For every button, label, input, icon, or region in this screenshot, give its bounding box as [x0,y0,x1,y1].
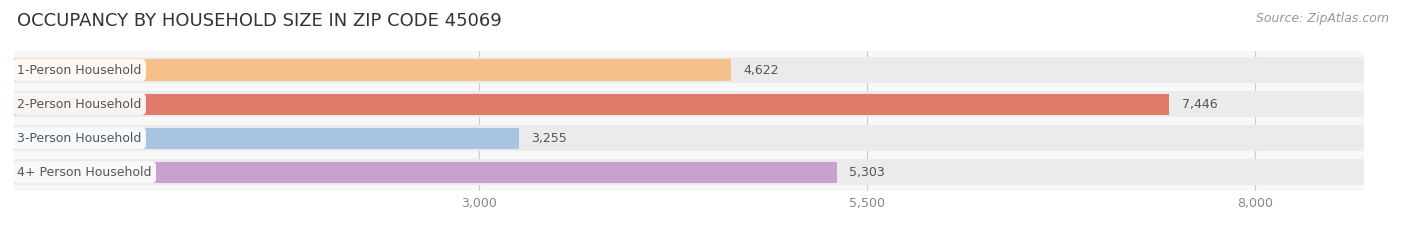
Text: 1-Person Household: 1-Person Household [17,64,142,76]
Bar [14,59,731,81]
Text: 4+ Person Household: 4+ Person Household [17,166,152,179]
Text: 7,446: 7,446 [1181,98,1218,111]
Text: Source: ZipAtlas.com: Source: ZipAtlas.com [1256,12,1389,25]
Bar [14,128,519,149]
Bar [14,57,1364,83]
Text: 5,303: 5,303 [849,166,884,179]
Bar [14,162,837,183]
Text: 3-Person Household: 3-Person Household [17,132,142,145]
Bar [14,125,1364,151]
Text: OCCUPANCY BY HOUSEHOLD SIZE IN ZIP CODE 45069: OCCUPANCY BY HOUSEHOLD SIZE IN ZIP CODE … [17,12,502,30]
Bar [14,93,1170,115]
Text: 3,255: 3,255 [531,132,567,145]
Bar [14,159,1364,185]
Text: 2-Person Household: 2-Person Household [17,98,142,111]
Text: 4,622: 4,622 [744,64,779,76]
Bar [14,91,1364,117]
